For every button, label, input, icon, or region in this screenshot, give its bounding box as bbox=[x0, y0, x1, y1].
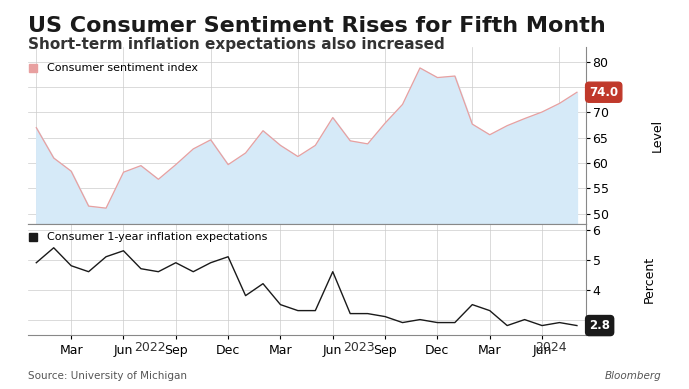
Text: Source: University of Michigan: Source: University of Michigan bbox=[28, 371, 187, 381]
Text: 2023: 2023 bbox=[343, 341, 375, 354]
Text: Short-term inflation expectations also increased: Short-term inflation expectations also i… bbox=[28, 37, 444, 52]
Text: 2.8: 2.8 bbox=[589, 319, 610, 332]
Text: Consumer 1-year inflation expectations: Consumer 1-year inflation expectations bbox=[47, 232, 267, 242]
Y-axis label: Level: Level bbox=[650, 119, 664, 152]
Text: Bloomberg: Bloomberg bbox=[605, 371, 661, 381]
Y-axis label: Percent: Percent bbox=[642, 256, 655, 303]
Text: 74.0: 74.0 bbox=[589, 86, 618, 99]
Text: Consumer sentiment index: Consumer sentiment index bbox=[47, 63, 198, 73]
Text: 2022: 2022 bbox=[134, 341, 165, 354]
Text: US Consumer Sentiment Rises for Fifth Month: US Consumer Sentiment Rises for Fifth Mo… bbox=[28, 16, 606, 35]
Text: 2024: 2024 bbox=[535, 341, 566, 354]
